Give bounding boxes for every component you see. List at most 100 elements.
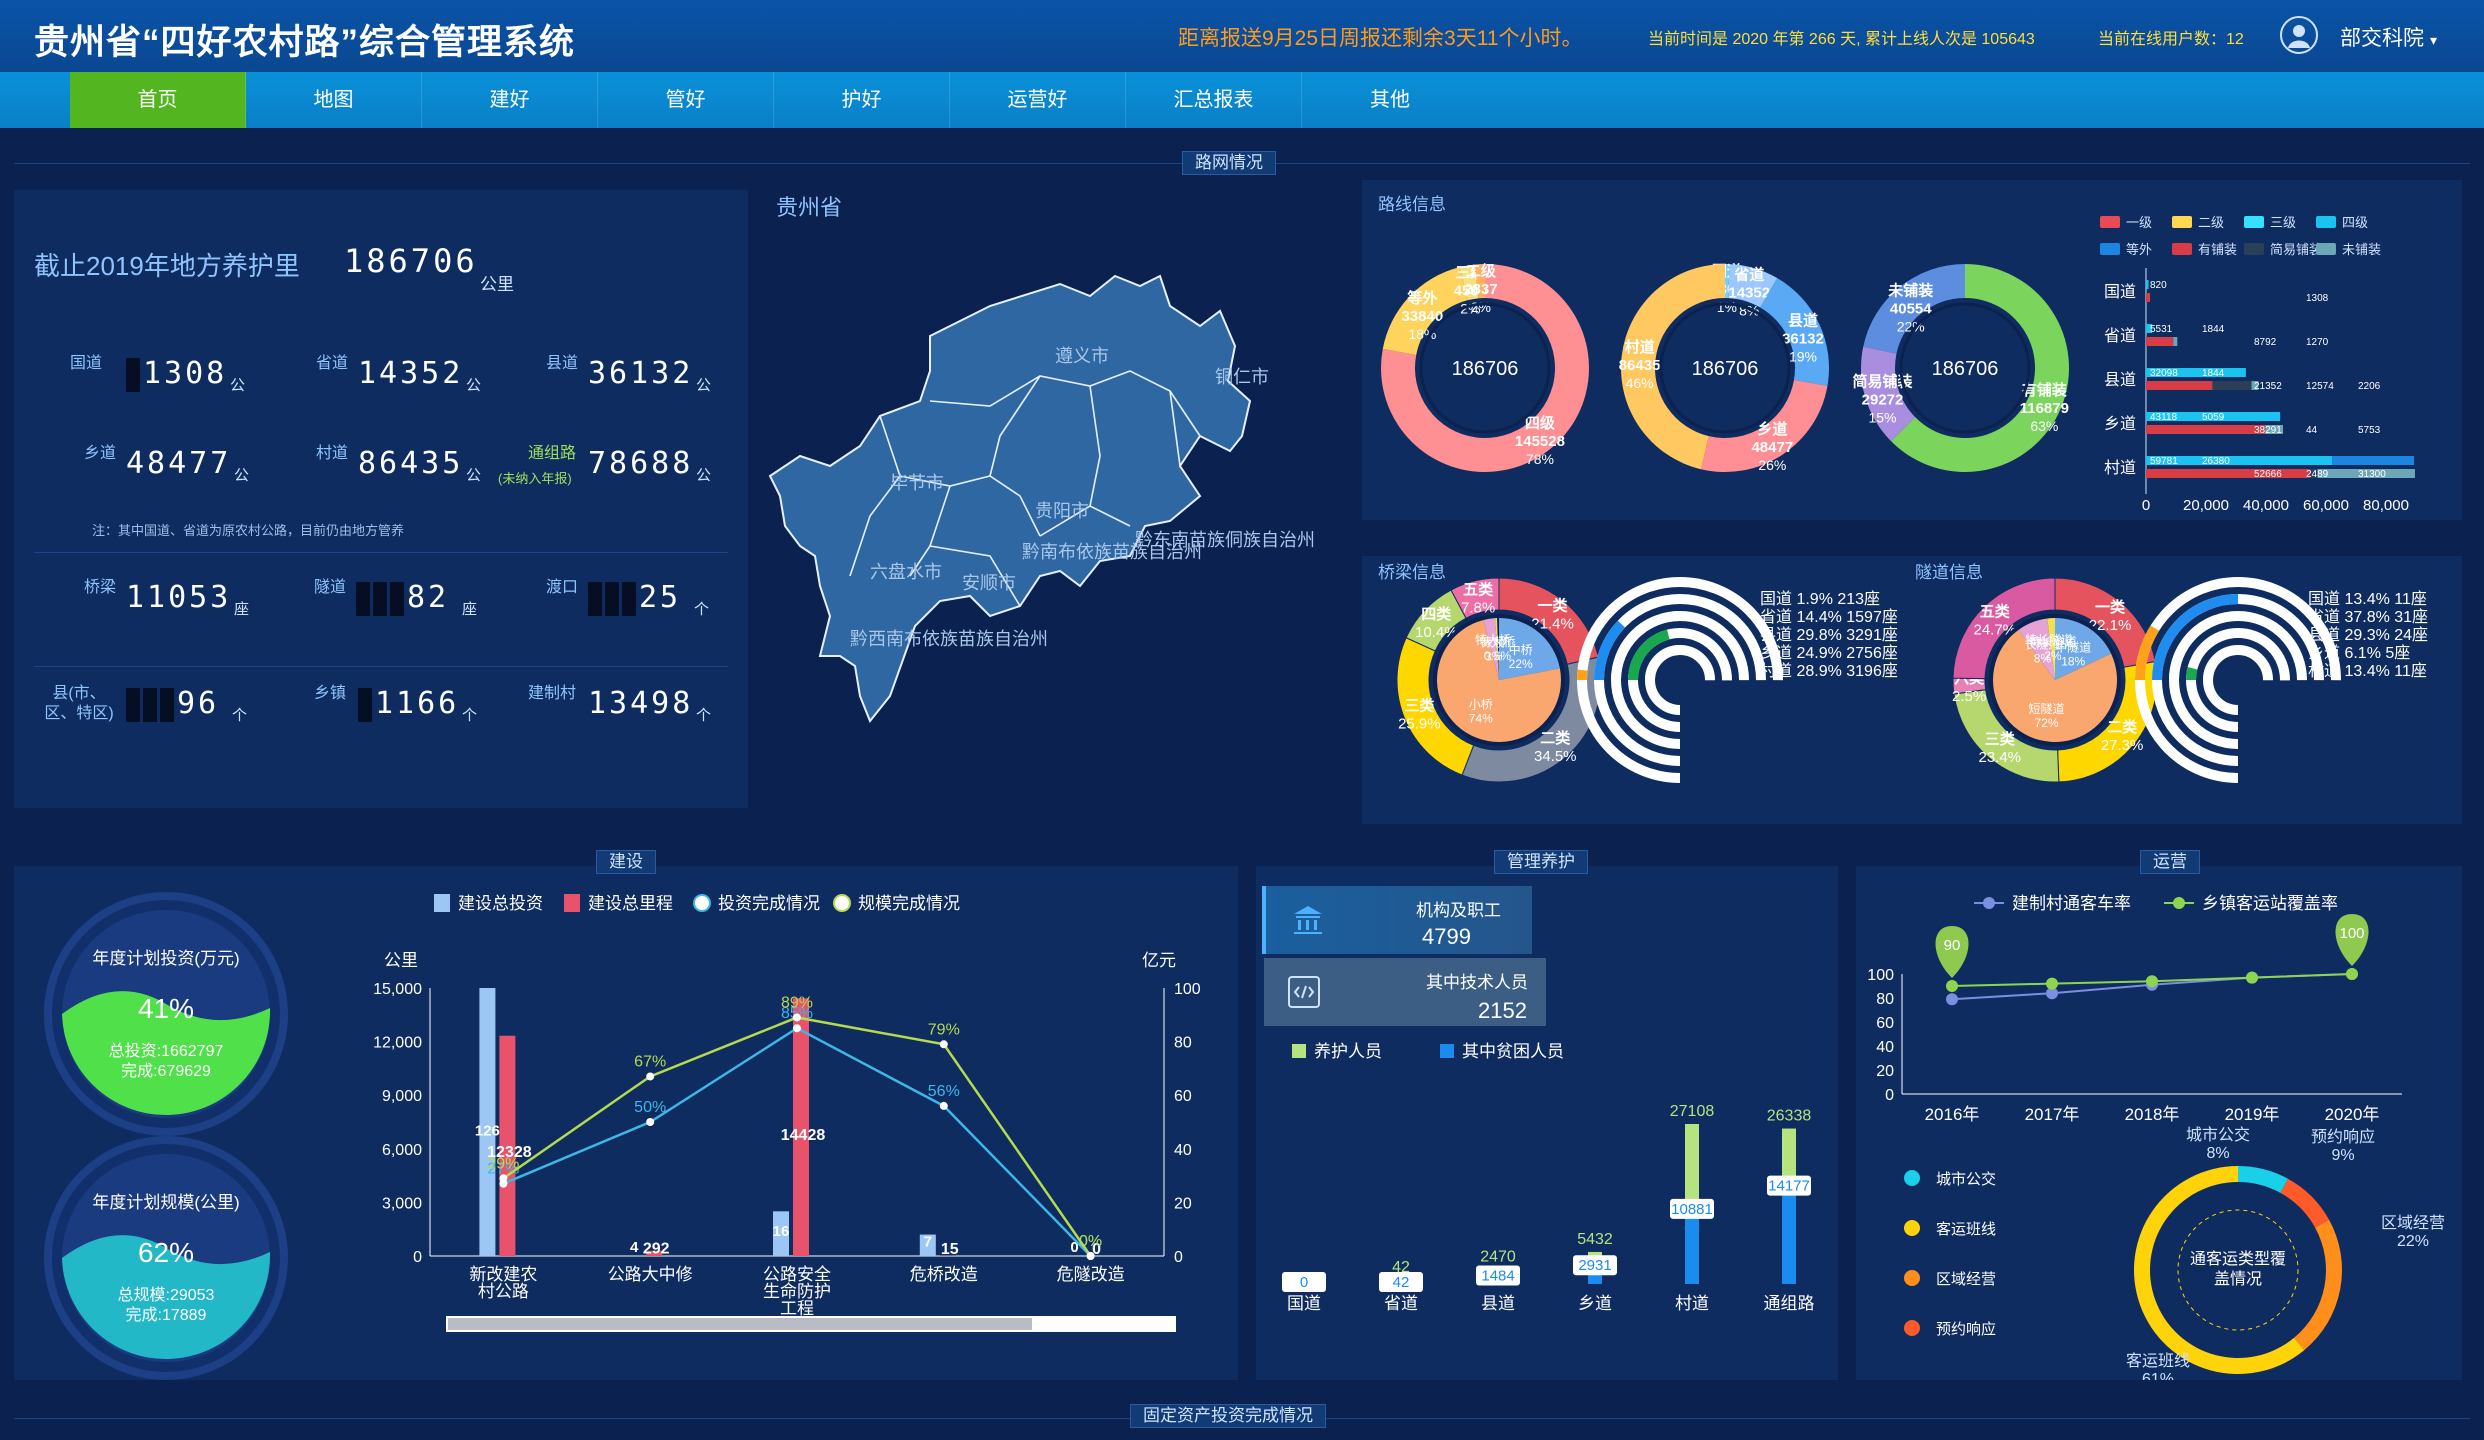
line-point (499, 1174, 508, 1183)
slice-value: 2837 (1464, 281, 1497, 298)
divider (34, 666, 728, 667)
tab-manage[interactable]: 管好 (598, 72, 774, 128)
tab-other[interactable]: 其他 (1370, 89, 1410, 111)
route-bar-surface (2146, 381, 2213, 390)
ring-value (2203, 645, 2273, 715)
user-avatar-icon[interactable] (2280, 16, 2318, 54)
outer-slice (1952, 577, 2056, 680)
section-title-fixed-assets: 固定资产投资完成情况 (1130, 1404, 1326, 1428)
operation-charts: 建制村通客车率 乡镇客运站覆盖率 0 20 40 60 80 100 2016年 2017年 201… (1867, 894, 2445, 1380)
line-point (646, 1118, 655, 1126)
slice-label: 省道 (1733, 265, 1764, 283)
legend-label: 未铺装 (2342, 242, 2381, 257)
gauge-done: 完成:679629 (121, 1062, 211, 1080)
bar-mileage (646, 1250, 663, 1256)
tab-home[interactable]: 首页 (70, 72, 246, 128)
inner-slice (1495, 618, 1499, 680)
line-point-label: 0% (1079, 1233, 1102, 1250)
inner-slice (1437, 619, 1561, 742)
tab-operate[interactable]: 运营好 (950, 72, 1126, 128)
bar-mileage-label: 15 (941, 1241, 959, 1258)
x-tick-label: 40,000 (2243, 497, 2289, 514)
line-point (1086, 1252, 1095, 1260)
route-bar-grade (2146, 412, 2281, 421)
gauge-value: 41% (138, 993, 194, 1024)
legend-label: 建制村通客车率 (2012, 894, 2131, 913)
donut-center-label: 186706 (1932, 358, 1999, 380)
legend-label: 养护人员 (1314, 1042, 1382, 1061)
stat-value-villages: 13498 (588, 686, 694, 721)
bar-maintainers-label: 26338 (1767, 1108, 1812, 1125)
outer-slice-label: 四类 (1421, 605, 1452, 623)
line-point (2046, 987, 2058, 1000)
y-tick-label: 20 (1876, 1063, 1894, 1080)
line-point-label: 89% (781, 994, 813, 1011)
coverage-slice-label: 城市公交 (2186, 1126, 2250, 1144)
slice-value: 145528 (1515, 433, 1565, 450)
bar-poor-label: 2931 (1578, 1257, 1611, 1274)
slice-label: 简易铺装 (1852, 372, 1913, 390)
legend-swatch (2100, 216, 2120, 228)
line-point (2146, 975, 2158, 988)
city-label: 黔西南布依族苗族自治州 (850, 629, 1048, 649)
route-bar-label: 44 (2306, 425, 2318, 436)
x-tick-label: 80,000 (2363, 497, 2409, 514)
legend-swatch (2100, 243, 2120, 255)
app-header: 贵州省“四好农村路”综合管理系统 距离报送9月25日周报还剩余3天11个小时。 … (0, 0, 2484, 72)
map-borders (849, 370, 1201, 607)
x-tick-label: 2018年 (2125, 1105, 2180, 1124)
route-bar-surface (2317, 469, 2415, 478)
outer-slice-label: 三类 (1404, 696, 1435, 714)
line-point (939, 1101, 948, 1110)
bar-investment (773, 1211, 789, 1256)
donut-slice (1760, 278, 1829, 386)
line-point (793, 1013, 801, 1022)
guizhou-map[interactable]: 遵义市 铜仁市 毕节市 贵阳市 黔东南苗族侗族自治州 黔南布依族苗族自治州 六盘… (760, 176, 1346, 808)
line-point-label: 67% (634, 1053, 666, 1070)
stat-value-ferry: 25 (588, 580, 681, 616)
tab-maintain[interactable]: 护好 (774, 72, 950, 128)
route-bar-label: 2206 (2358, 381, 2381, 392)
coverage-inner-ring (2177, 1209, 2299, 1331)
bar-mileage (793, 998, 809, 1256)
tab-reports[interactable]: 汇总报表 (1126, 72, 1302, 128)
outer-slice-label: 一类 (2095, 598, 2126, 616)
city-label: 遵义市 (1055, 346, 1109, 366)
category-label: 公路安全 (763, 1265, 831, 1284)
route-info-panel: 路线信息 四级 145528 78% 等外 33840 18% 三级 4500 2% 二级 2837… (1362, 180, 2462, 520)
tab-map[interactable]: 地图 (246, 72, 422, 128)
legend-label: 客运班线 (1936, 1221, 1996, 1238)
tab-build[interactable]: 建好 (422, 72, 598, 128)
line-point (793, 1024, 801, 1033)
legend-swatch (833, 894, 851, 912)
x-tick-label: 2020年 (2325, 1105, 2380, 1124)
line-point-label: 50% (634, 1099, 666, 1116)
city-label: 毕节市 (890, 473, 944, 493)
route-bar-label: 5059 (2202, 412, 2225, 423)
user-menu[interactable]: 部交科院 ▾ (2340, 22, 2437, 52)
bar-investment (919, 1234, 936, 1256)
y-tick-label: 100 (1867, 967, 1894, 984)
category-label: 通组路 (1764, 1294, 1815, 1313)
stat-label-counties: 县(市、区、特区) (44, 685, 114, 722)
route-bar-label: 59781 (2150, 456, 2178, 467)
legend-label: 区域经营 (1936, 1271, 1996, 1288)
outer-slice-pct: 23.4% (1978, 749, 2021, 766)
bar-mileage (499, 1035, 516, 1256)
legend-label: 城市公交 (1936, 1170, 1996, 1188)
slice-label: 四级 (1525, 414, 1556, 432)
category-label: 乡道 (1578, 1294, 1612, 1313)
outer-slice-label: 三类 (1985, 730, 2016, 748)
ring-legend: 乡道 24.9% 2756座 (1760, 644, 1898, 662)
outer-slice-pct: 10.4% (1415, 624, 1458, 641)
route-bar-label: 43118 (2150, 412, 2178, 423)
ring-legend: 省道 14.4% 1597座 (1760, 608, 1898, 626)
route-bar-grade (2331, 456, 2415, 465)
tech-value: 2152 (1478, 998, 1527, 1023)
x-tick-label: 2019年 (2225, 1105, 2280, 1124)
city-label: 铜仁市 (1215, 367, 1269, 387)
summary-note: 注：其中国道、省道为原农村公路，目前仍由地方管养 (92, 523, 405, 538)
bar-poor-label-bg (1476, 1265, 1520, 1286)
time-info: 当前时间是 2020 年第 266 天, 累计上线人次是 105643 (1648, 31, 2035, 48)
route-bar-surface (2146, 425, 2266, 434)
